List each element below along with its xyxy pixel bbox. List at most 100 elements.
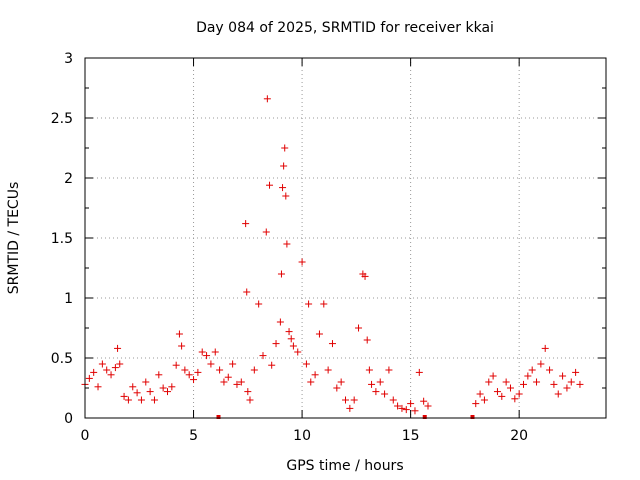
data-point (276, 318, 284, 326)
data-point (216, 366, 224, 374)
data-point (244, 388, 252, 396)
y-tick-label: 3 (64, 51, 73, 67)
data-point (283, 240, 291, 248)
data-point (266, 181, 274, 189)
data-point (520, 380, 528, 388)
data-point (350, 396, 358, 404)
data-point (137, 396, 145, 404)
data-point (281, 144, 289, 152)
data-point (243, 288, 251, 296)
point-layer (81, 95, 584, 419)
data-point (124, 396, 132, 404)
data-point (246, 396, 254, 404)
data-point (368, 380, 376, 388)
data-point (493, 388, 501, 396)
data-point (250, 366, 258, 374)
data-point (485, 378, 493, 386)
data-point (365, 366, 373, 374)
data-point (515, 390, 523, 398)
data-point (315, 330, 323, 338)
data-point (298, 258, 306, 266)
data-point (175, 330, 183, 338)
data-point (472, 400, 480, 408)
data-point (116, 360, 124, 368)
data-point (190, 376, 198, 384)
data-point (107, 371, 115, 379)
gap-marker (470, 415, 475, 419)
data-point (133, 389, 141, 397)
data-point (546, 366, 554, 374)
data-point (363, 336, 371, 344)
data-point (307, 378, 315, 386)
gap-marker (216, 415, 221, 419)
y-tick-label: 0 (64, 411, 73, 427)
x-tick-label: 10 (293, 428, 311, 444)
data-point (489, 372, 497, 380)
data-point (511, 395, 519, 403)
data-point (85, 374, 93, 382)
data-point (289, 342, 297, 350)
data-point (559, 372, 567, 380)
data-point (502, 378, 510, 386)
data-point (305, 300, 313, 308)
y-tick-label: 2 (64, 171, 73, 187)
data-point (537, 360, 545, 368)
data-point (389, 396, 397, 404)
data-point (150, 396, 158, 404)
data-point (394, 402, 402, 410)
data-point (342, 396, 349, 404)
data-point (407, 400, 415, 408)
data-point (272, 340, 280, 348)
chart-title: Day 084 of 2025, SRMTID for receiver kka… (196, 20, 494, 36)
data-point (361, 272, 369, 280)
data-point (372, 388, 380, 396)
data-point (424, 402, 432, 410)
data-point (268, 361, 276, 369)
data-point (142, 378, 150, 386)
data-point (311, 371, 319, 379)
data-point (194, 368, 202, 376)
data-point (506, 384, 514, 392)
x-tick-label: 20 (510, 428, 528, 444)
data-point (172, 361, 180, 369)
data-point (524, 372, 532, 380)
data-point (255, 300, 263, 308)
plot-border (84, 57, 607, 419)
data-point (398, 404, 406, 412)
data-point (567, 378, 575, 386)
grid-layer (85, 58, 606, 418)
data-point (355, 324, 363, 332)
data-point (541, 344, 549, 352)
y-tick-label: 1 (64, 291, 73, 307)
data-point (94, 383, 102, 391)
data-point (533, 378, 541, 386)
data-point (263, 95, 271, 103)
data-point (550, 380, 558, 388)
data-point (98, 360, 106, 368)
data-point (129, 383, 137, 391)
tick-layer: 0 0.5 1 1.5 2 2.5 3 0 5 10 15 20 (51, 51, 606, 444)
gap-marker (422, 415, 427, 419)
data-point (224, 373, 232, 381)
x-tick-label: 0 (81, 428, 90, 444)
data-point (198, 348, 206, 356)
data-point (328, 340, 336, 348)
data-point (376, 378, 384, 386)
data-point (103, 366, 111, 374)
data-point (280, 162, 288, 170)
data-point (420, 397, 428, 405)
data-point (324, 366, 332, 374)
data-point (237, 378, 245, 386)
x-axis-label: GPS time / hours (286, 458, 403, 474)
data-point (181, 366, 189, 374)
data-point (498, 392, 506, 400)
y-axis-label: SRMTID / TECUs (6, 182, 22, 295)
data-point (402, 406, 410, 414)
x-tick-label: 5 (189, 428, 198, 444)
data-point (282, 192, 290, 200)
data-point (211, 348, 219, 356)
data-point (415, 368, 423, 376)
data-point (185, 371, 193, 379)
data-point (333, 384, 341, 392)
data-point (563, 384, 571, 392)
